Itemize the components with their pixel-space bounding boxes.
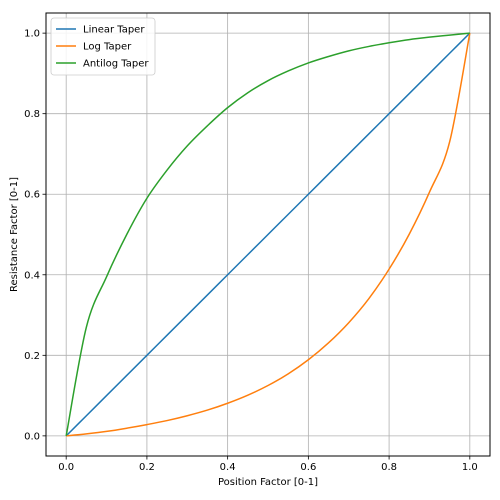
legend-label-linear-taper: Linear Taper [83,25,145,36]
y-tick-label: 0.6 [24,190,40,201]
legend-box [50,17,156,76]
legend-label-antilog-taper: Antilog Taper [83,59,149,70]
x-tick-label: 0.4 [220,462,236,473]
x-axis-ticks: 0.0 0.2 0.4 0.6 0.8 1.0 [58,456,478,473]
x-tick-label: 0.8 [381,462,397,473]
y-tick-label: 0.2 [24,351,40,362]
y-tick-label: 0.8 [24,109,40,120]
plot-frame [45,12,491,457]
x-tick-label: 0.2 [139,462,155,473]
y-tick-label: 0.4 [24,270,40,281]
y-axis-label: Resistance Factor [0-1] [9,177,20,292]
series-line-antilog-taper [65,32,470,436]
x-axis-label: Position Factor [0-1] [218,477,318,488]
y-tick-label: 0.0 [24,431,40,442]
legend: Linear Taper Log Taper Antilog Taper [50,17,156,76]
series-line-log-taper [66,33,471,437]
series-line-linear-taper [65,32,471,437]
x-tick-label: 1.0 [462,462,478,473]
y-tick-label: 1.0 [24,29,40,40]
series-lines [65,32,471,437]
y-axis-ticks: 0.0 0.2 0.4 0.6 0.8 1.0 [24,29,46,442]
legend-label-log-taper: Log Taper [83,42,132,53]
x-tick-label: 0.6 [300,462,316,473]
x-tick-label: 0.0 [58,462,74,473]
